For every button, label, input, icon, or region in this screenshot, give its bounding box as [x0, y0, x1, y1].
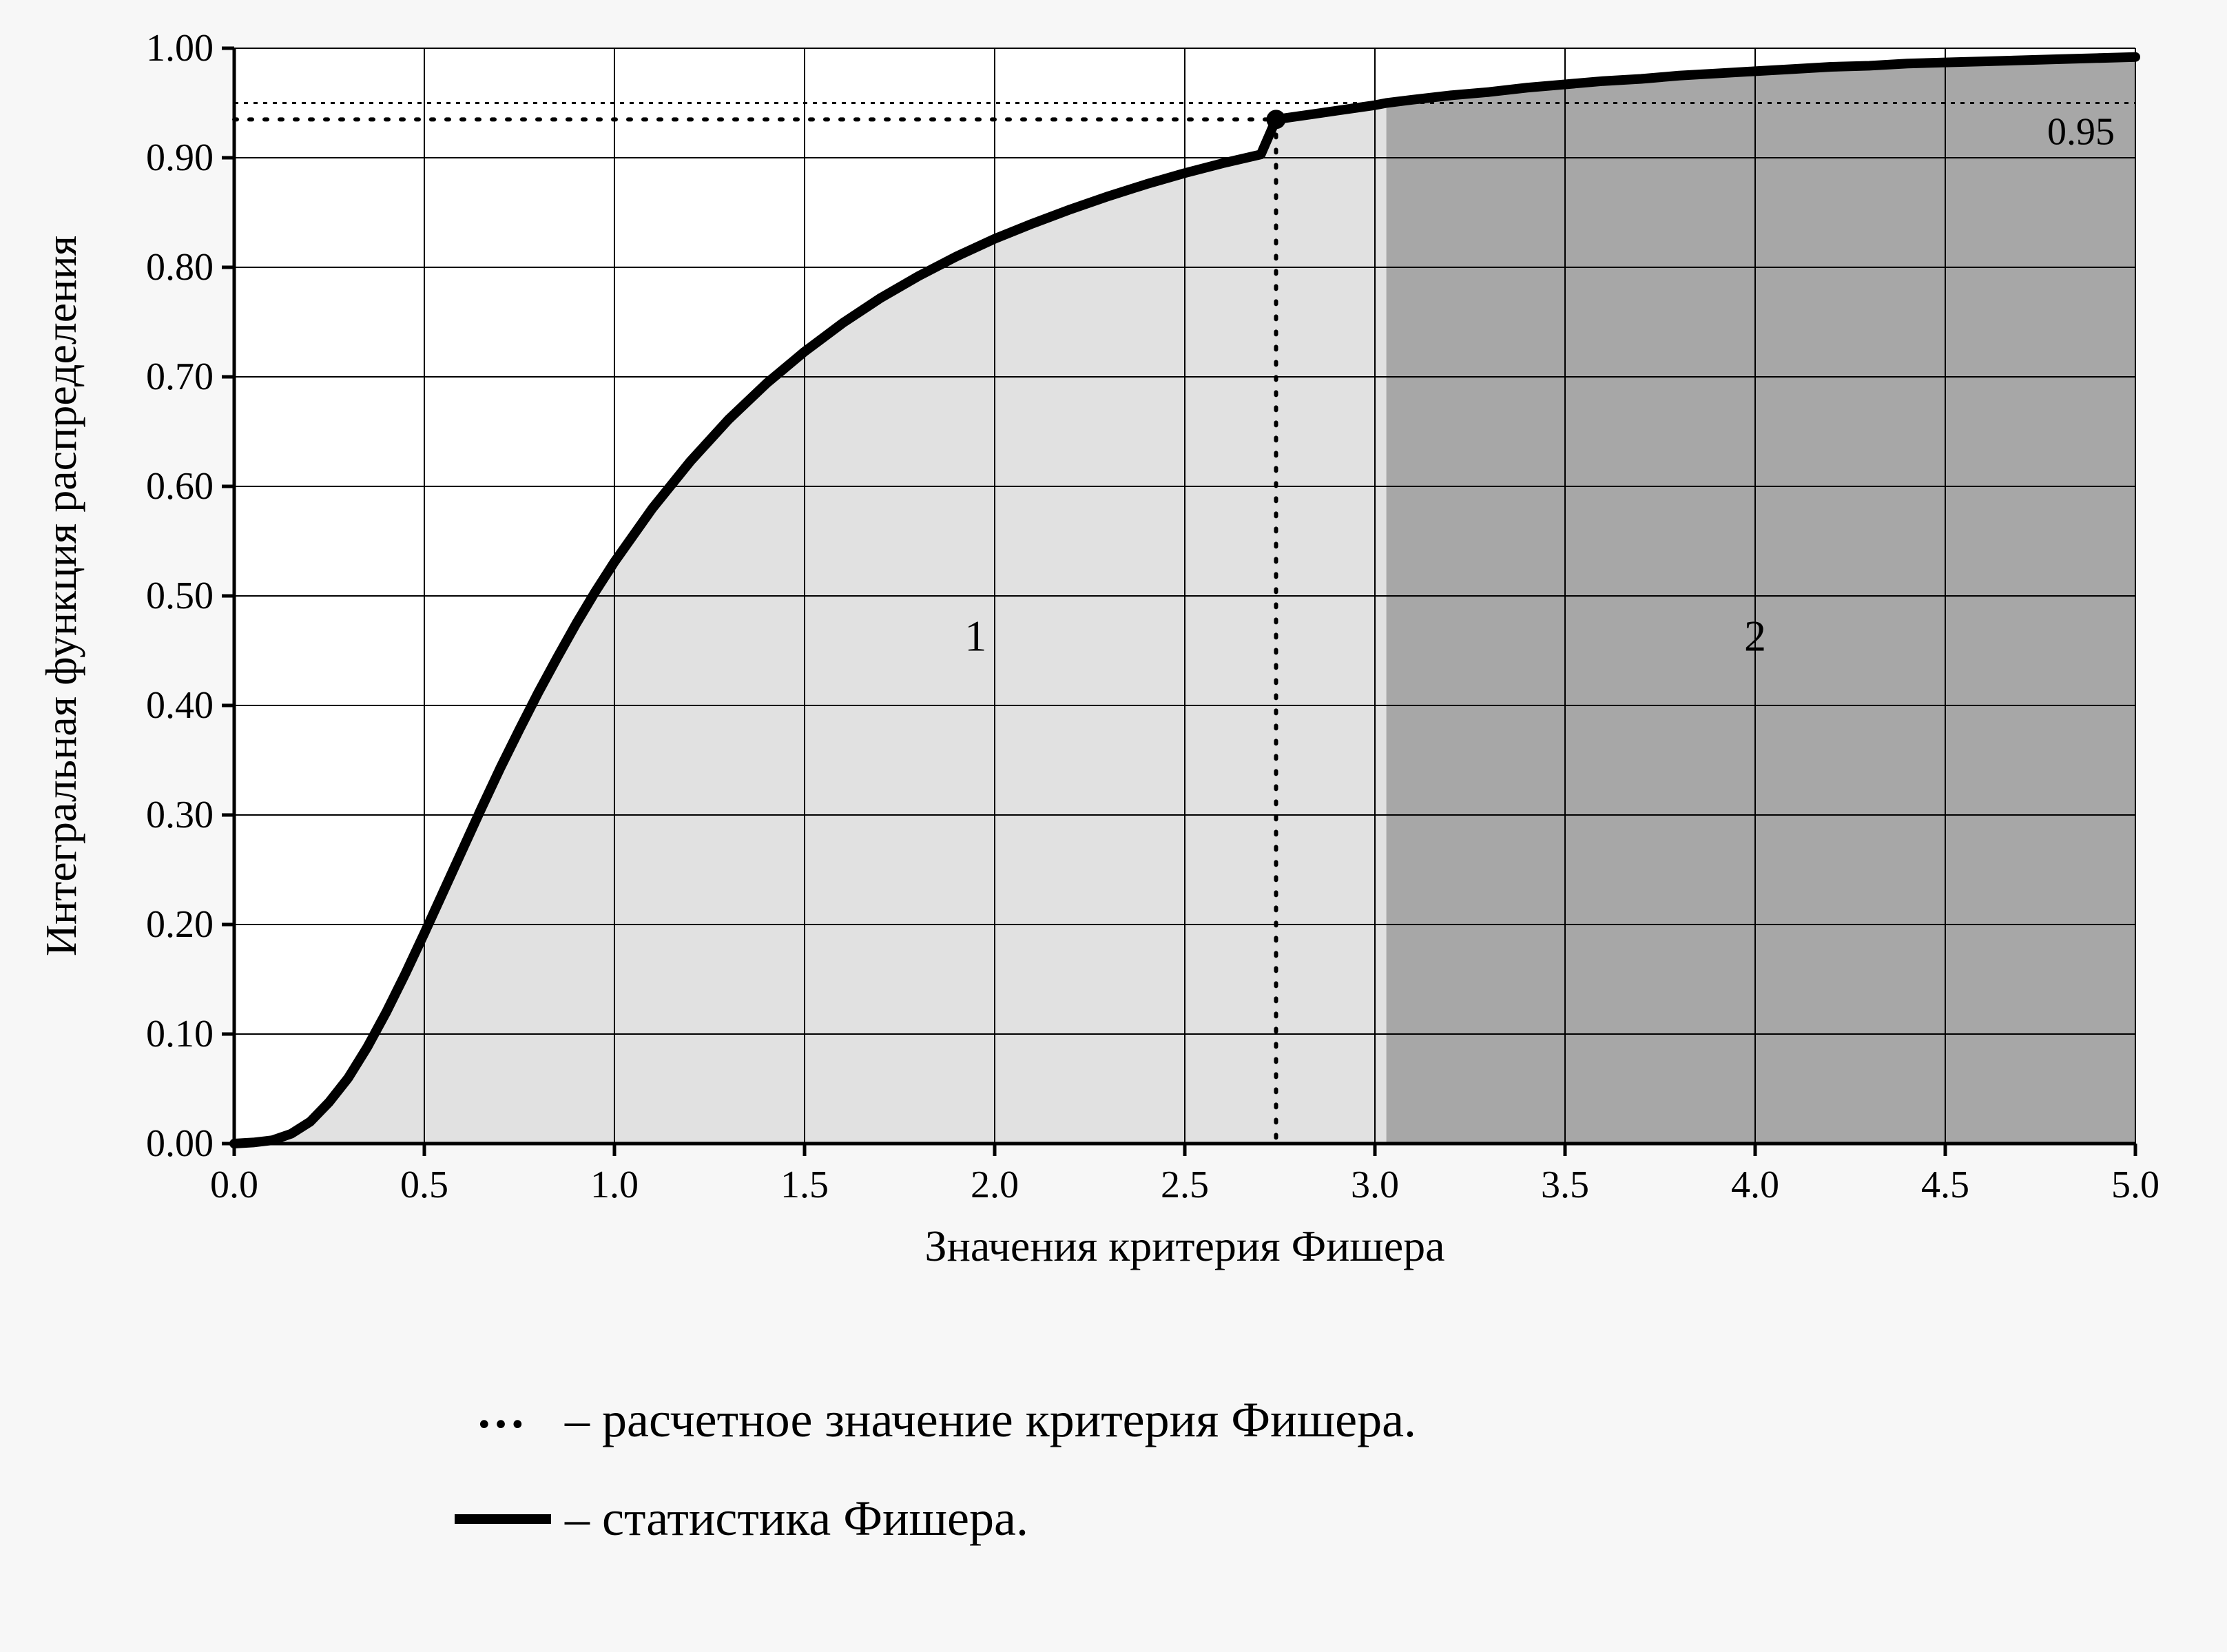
legend-row-solid: – статистика Фишера. [448, 1490, 1416, 1547]
legend-solid-text: – статистика Фишера. [565, 1490, 1028, 1547]
fisher-cdf-chart: 0.0 0.5 1.0 1.5 2.0 2.5 3.0 3.5 4.0 4.5 5.0 0.00 0.1… [0, 0, 2227, 1309]
y-tick-label: 0.20 [146, 903, 214, 946]
x-tick-label: 1.0 [590, 1164, 639, 1206]
threshold-label: 0.95 [2047, 111, 2115, 154]
legend: … – расчетное значение критерия Фишера. … [448, 1392, 1416, 1589]
legend-row-dotted: … – расчетное значение критерия Фишера. [448, 1392, 1416, 1449]
legend-dots-glyph: … [476, 1386, 530, 1436]
y-axis-label: Интегральная функция распределения [37, 236, 85, 956]
x-tick-label: 1.5 [780, 1164, 829, 1206]
x-tick-label: 4.5 [1921, 1164, 1969, 1206]
y-tick-label: 0.40 [146, 684, 214, 727]
legend-dotted-text: – расчетное значение критерия Фишера. [565, 1392, 1416, 1449]
y-tick-label: 0.90 [146, 136, 214, 179]
x-axis-label: Значения критерия Фишера [925, 1221, 1445, 1270]
y-tick-label: 0.10 [146, 1013, 214, 1055]
region-2-label: 2 [1744, 612, 1766, 661]
y-tick-label: 0.00 [146, 1122, 214, 1165]
x-tick-label: 2.0 [971, 1164, 1019, 1206]
y-tick-label: 1.00 [146, 27, 214, 70]
x-tick-label: 5.0 [2111, 1164, 2159, 1206]
y-tick-label: 0.70 [146, 355, 214, 398]
x-tick-label: 3.5 [1541, 1164, 1589, 1206]
y-tick-label: 0.50 [146, 575, 214, 617]
x-tick-label: 0.5 [400, 1164, 448, 1206]
x-tick-label: 4.0 [1731, 1164, 1779, 1206]
legend-dotted-icon: … [448, 1396, 558, 1445]
x-tick-label: 0.0 [210, 1164, 258, 1206]
y-tick-label: 0.80 [146, 246, 214, 289]
region-2-fill [1387, 57, 2135, 1144]
x-tick-label: 2.5 [1161, 1164, 1209, 1206]
marker-point [1266, 110, 1285, 129]
legend-solid-icon [448, 1514, 558, 1524]
region-1-label: 1 [964, 612, 986, 661]
y-tick-label: 0.60 [146, 465, 214, 508]
x-tick-label: 3.0 [1351, 1164, 1399, 1206]
y-tick-label: 0.30 [146, 794, 214, 836]
